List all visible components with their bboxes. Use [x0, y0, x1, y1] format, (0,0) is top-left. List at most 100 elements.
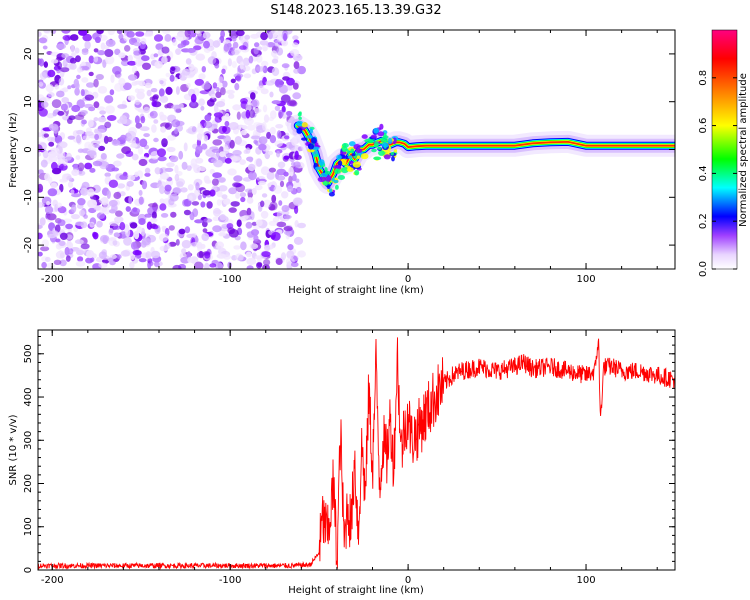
spectrogram-noise-blob [120, 250, 131, 257]
spectrogram-noise-blob [40, 159, 48, 168]
spectrogram-noise-blob [54, 84, 59, 90]
spectrogram-noise-blob [45, 256, 51, 262]
spectrogram-noise-blob [227, 168, 237, 176]
spectrogram-noise-blob [99, 206, 105, 214]
spectrogram-noise-blob [53, 230, 59, 237]
spectrogram-noise-blob [271, 231, 281, 241]
spectrogram-noise-blob [216, 199, 222, 206]
spectrogram-noise-blob [236, 111, 241, 120]
spectrogram-noise-blob [76, 134, 82, 144]
spectrogram-noise-blob [109, 221, 119, 227]
spectrogram-trace-blob [336, 154, 342, 160]
spectrogram-noise-blob [156, 183, 164, 189]
spectrogram-trace-blob [377, 131, 385, 137]
spectrogram-noise-blob [53, 124, 59, 134]
spectrogram-noise-blob [264, 244, 271, 252]
spectrogram-noise-blob [194, 219, 204, 224]
snr-y-tick-label: 100 [23, 517, 34, 536]
spectrogram-noise-blob [61, 97, 69, 104]
spectrogram-noise-blob [131, 65, 138, 74]
spectrogram-noise-blob [228, 93, 235, 99]
spectrogram-noise-blob [295, 178, 300, 183]
spectrogram-noise-blob [76, 249, 85, 256]
spectrogram-noise-blob [245, 109, 251, 119]
spectrogram-noise-blob [263, 259, 271, 266]
spectrogram-noise-blob [243, 73, 252, 79]
spectrogram-noise-blob [134, 115, 140, 125]
spectrogram-noise-blob [158, 233, 169, 242]
spectrogram-noise-blob [48, 141, 55, 147]
spectrogram-noise-blob [112, 66, 122, 75]
spectrogram-noise-blob [269, 201, 278, 211]
spectrogram-noise-blob [92, 231, 97, 238]
spectrogram-noise-blob [254, 184, 263, 191]
spectrogram-noise-blob [218, 125, 227, 135]
spectrogram-noise-blob [46, 201, 51, 206]
spectrogram-noise-blob [242, 57, 250, 66]
spectrogram-noise-blob [114, 48, 121, 55]
spectrogram-noise-blob [267, 182, 272, 188]
spectrogram-noise-blob [274, 140, 283, 148]
spectrogram-noise-blob [244, 188, 254, 193]
spectrogram-noise-blob [234, 136, 242, 145]
spectrogram-noise-blob [232, 104, 242, 111]
spectrogram-noise-blob [262, 104, 268, 113]
spectrogram-trace-blob [373, 156, 382, 161]
spectrogram-noise-blob [169, 155, 179, 163]
spectrogram-noise-blob [201, 82, 211, 90]
spectrogram-noise-blob [82, 135, 90, 141]
spectrogram-noise-blob [161, 30, 171, 35]
spectrogram-noise-blob [239, 61, 244, 70]
spectrogram-noise-blob [227, 58, 232, 67]
spectrogram-noise-blob [86, 82, 95, 88]
spectrogram-noise-blob [38, 108, 48, 117]
spectrogram-noise-blob [159, 167, 168, 173]
spectrogram-noise-blob [50, 182, 58, 189]
spectrogram-noise-blob [249, 243, 259, 250]
spectrogram-noise-blob [235, 192, 241, 199]
spectrogram-noise-blob [223, 146, 230, 154]
spectrogram-noise-blob [160, 213, 169, 218]
spectrogram-noise-blob [42, 150, 49, 159]
spectrogram-noise-blob [111, 139, 121, 146]
spectrogram-noise-blob [204, 262, 210, 269]
spectrogram-trace-blob [383, 135, 389, 139]
spectrogram-noise-blob [250, 135, 261, 140]
spectrogram-noise-blob [186, 48, 196, 53]
spectrogram-noise-blob [209, 189, 216, 197]
spectrogram-noise-blob [248, 171, 257, 181]
spectrogram-noise-blob [256, 66, 265, 72]
spectrogram-noise-blob [38, 37, 48, 44]
spectrogram-noise-blob [38, 183, 44, 193]
spectrogram-noise-blob [77, 256, 84, 262]
colorbar-tick-label: 0.2 [698, 213, 709, 229]
spectrogram-noise-blob [74, 47, 80, 54]
spectrogram-noise-blob [76, 74, 81, 80]
spectrogram-noise-blob [260, 31, 268, 41]
spectrogram-noise-blob [226, 223, 234, 229]
spectrogram-noise-blob [79, 209, 86, 217]
spectrogram-noise-blob [268, 167, 276, 173]
spectrogram-noise-blob [266, 171, 275, 180]
spectrogram-noise-blob [143, 106, 150, 114]
spectrogram-noise-blob [278, 84, 289, 94]
spectrogram-noise-blob [98, 262, 108, 269]
spectrogram-noise-blob [52, 111, 58, 117]
snr-y-ticks: 0 100 200 300 400 500 [23, 335, 675, 573]
spectrogram-noise-blob [211, 148, 222, 153]
snr-x-tick-label: 100 [576, 575, 595, 586]
spectrogram-x-tick-label: -100 [219, 274, 242, 285]
spectrogram-noise-blob [160, 126, 167, 133]
spectrogram-noise-blob [212, 82, 218, 89]
spectrogram-noise-blob [102, 207, 111, 215]
spectrogram-noise-blob [221, 194, 228, 200]
spectrogram-noise-blob [240, 196, 246, 203]
spectrogram-noise-blob [221, 68, 226, 75]
spectrogram-noise-blob [38, 58, 42, 66]
spectrogram-noise-blob [230, 78, 236, 84]
spectrogram-trace-blob [354, 169, 360, 176]
spectrogram-trace-blob [334, 168, 341, 174]
spectrogram-trace-blob [393, 149, 398, 153]
spectrogram-noise-blob [100, 153, 107, 160]
spectrogram-noise-blob [215, 91, 222, 99]
